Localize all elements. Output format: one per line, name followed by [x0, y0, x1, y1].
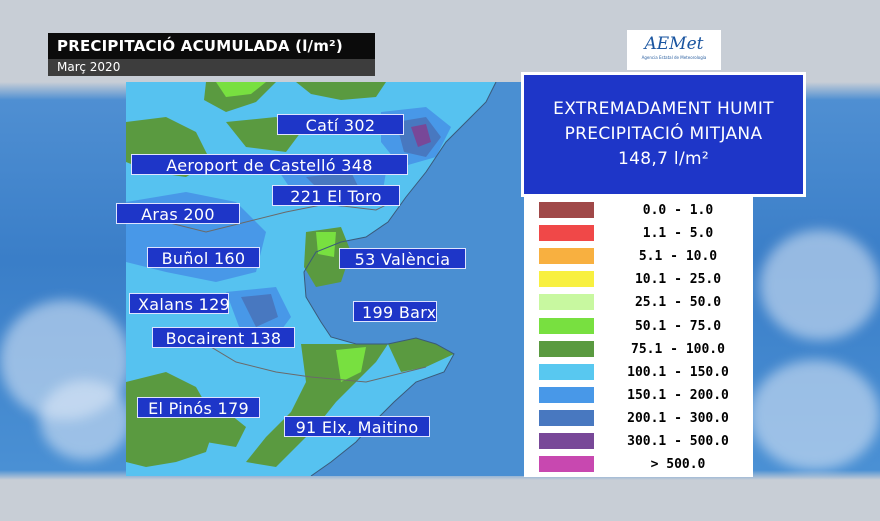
map-title: PRECIPITACIÓ ACUMULADA (l/m²) [48, 33, 375, 59]
logo-subtext: Agencia Estatal de Meteorología [641, 55, 707, 60]
station-label: 199 Barx [353, 301, 437, 322]
legend-item: 1.1 - 5.0 [524, 223, 753, 246]
station-label: 221 El Toro [272, 185, 400, 206]
legend-item: 75.1 - 100.0 [524, 339, 753, 362]
legend-range: 0.0 - 1.0 [642, 203, 714, 218]
legend-range: 100.1 - 150.0 [627, 364, 729, 380]
legend-item: 10.1 - 25.0 [524, 269, 753, 292]
legend-swatch [539, 456, 594, 473]
legend-swatch [539, 363, 594, 380]
legend-item: 200.1 - 300.0 [524, 408, 753, 431]
legend-range: 10.1 - 25.0 [634, 272, 722, 288]
darkblue-zone [241, 294, 278, 327]
green-zone [304, 227, 351, 287]
station-label: Aras 200 [116, 203, 240, 224]
coastline [303, 82, 497, 476]
legend-range: 150.1 - 200.0 [627, 387, 729, 403]
legend-range: 25.1 - 50.0 [634, 295, 722, 311]
station-label: Bocairent 138 [152, 327, 295, 348]
legend-swatch [539, 225, 594, 242]
legend-item: 5.1 - 10.0 [524, 246, 753, 269]
legend-swatch [539, 317, 594, 334]
logo-text: AEMet [644, 34, 704, 54]
lightgreen-zone [216, 82, 266, 97]
green-zone [388, 338, 454, 372]
legend-item: 100.1 - 150.0 [524, 362, 753, 385]
legend-swatch [539, 248, 594, 265]
legend-swatch [539, 294, 594, 311]
legend-swatch [539, 433, 594, 449]
legend-item: 0.0 - 1.0 [524, 200, 753, 223]
legend-range: > 500.0 [650, 457, 706, 473]
background-cloud [760, 230, 880, 340]
legend-item: 150.1 - 200.0 [524, 385, 753, 408]
station-label: Aeroport de Castelló 348 [131, 154, 408, 175]
legend-item: > 500.0 [524, 454, 753, 477]
legend-swatch [539, 340, 594, 357]
background-cloud [40, 380, 130, 460]
legend-range: 1.1 - 5.0 [642, 226, 714, 242]
legend-range: 75.1 - 100.0 [631, 341, 725, 357]
sea-area [304, 82, 524, 476]
aemet-logo: AEMet Agencia Estatal de Meteorología [627, 30, 721, 70]
green-zone [126, 372, 216, 467]
summary-box: EXTREMADAMENT HUMIT PRECIPITACIÓ MITJANA… [521, 72, 806, 197]
green-zone [296, 82, 386, 100]
legend-item: 25.1 - 50.0 [524, 292, 753, 315]
legend-item: 50.1 - 75.0 [524, 316, 753, 339]
station-label: Buñol 160 [147, 247, 260, 268]
summary-classification: EXTREMADAMENT HUMIT [553, 99, 774, 119]
legend-range: 200.1 - 300.0 [627, 410, 729, 426]
station-label: Catí 302 [277, 114, 404, 135]
station-label: 91 Elx, Maitino [284, 416, 430, 437]
background-cloud [750, 360, 880, 470]
summary-label: PRECIPITACIÓ MITJANA [564, 124, 763, 144]
station-label: El Pinós 179 [137, 397, 260, 418]
lightgreen-zone [316, 232, 336, 257]
legend-swatch [539, 202, 594, 218]
legend-swatch [539, 386, 594, 403]
legend-item: 300.1 - 500.0 [524, 431, 753, 454]
legend: 0.0 - 1.0 1.1 - 5.0 5.1 - 10.0 10.1 - 25.0 2… [524, 197, 753, 477]
legend-range: 300.1 - 500.0 [627, 434, 729, 449]
legend-range: 50.1 - 75.0 [634, 318, 722, 334]
legend-swatch [539, 271, 594, 288]
station-label: Xalans 129 [129, 293, 230, 314]
lightgreen-zone [336, 347, 366, 382]
legend-range: 5.1 - 10.0 [638, 249, 718, 265]
summary-value: 148,7 l/m² [618, 149, 709, 169]
purple-zone [411, 124, 431, 147]
legend-swatch [539, 409, 594, 426]
map-subtitle: Març 2020 [48, 59, 375, 76]
station-label: 53 València [339, 248, 466, 269]
